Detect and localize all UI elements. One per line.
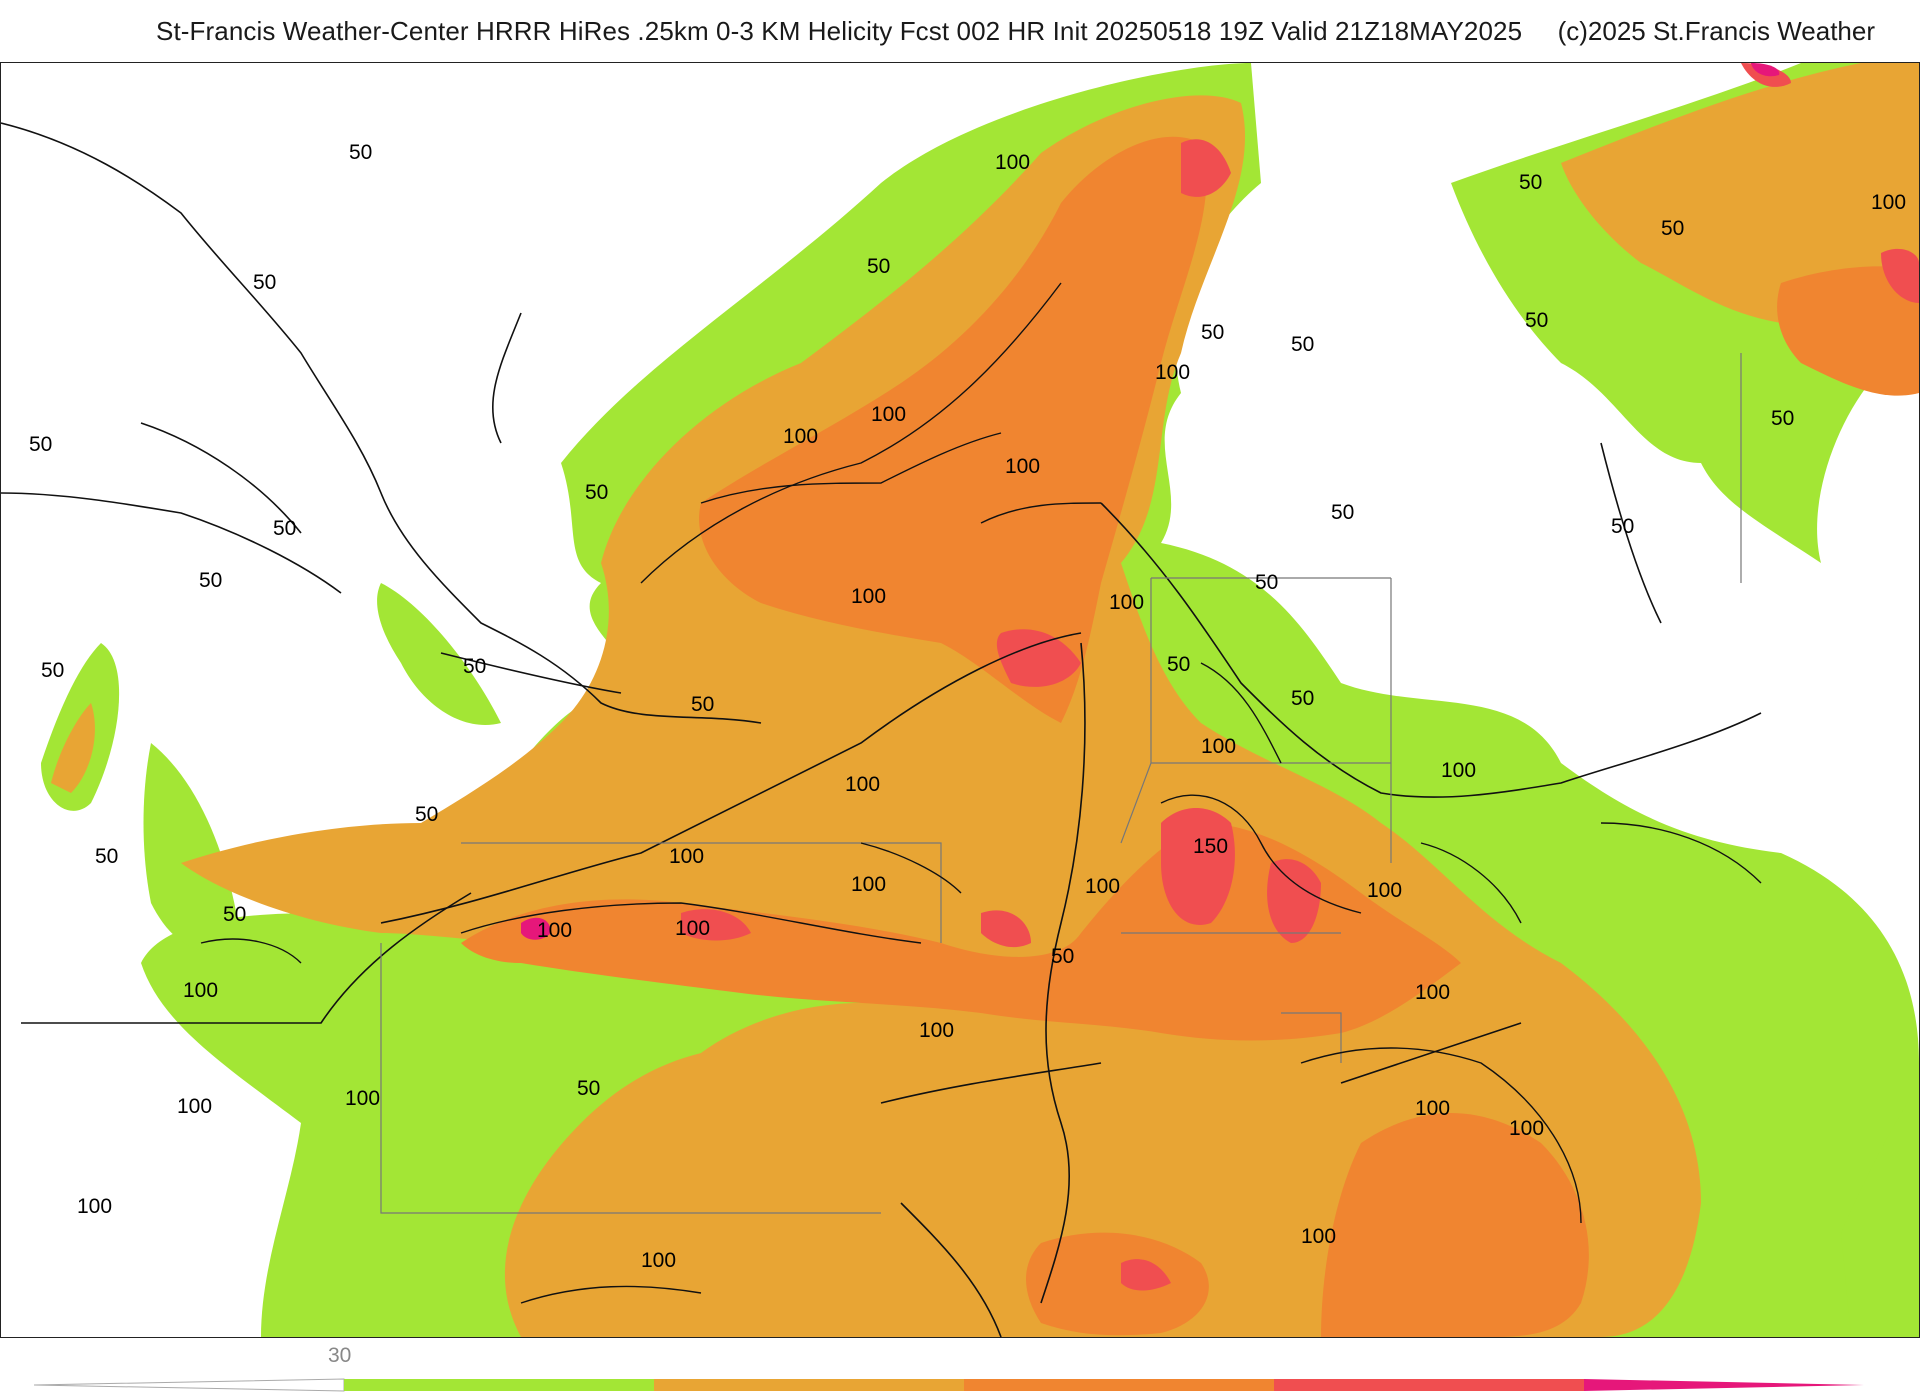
contour-label: 50	[273, 517, 296, 540]
contour-label: 50	[41, 659, 64, 682]
contour-label: 100	[537, 919, 572, 942]
contour-label: 50	[1051, 945, 1074, 968]
contour-label: 100	[1201, 735, 1236, 758]
helicity-map[interactable]: 50 50 50 100 50 100 50 100 100 50 50 100…	[0, 62, 1920, 1338]
contour-label: 50	[1291, 687, 1314, 710]
contour-label: 100	[1085, 875, 1120, 898]
contour-label: 100	[851, 873, 886, 896]
contour-label: 100	[845, 773, 880, 796]
colorbar-tick-label: 30	[328, 1344, 352, 1367]
contour-label: 50	[1771, 407, 1794, 430]
contour-label: 100	[675, 917, 710, 940]
contour-label: 50	[463, 655, 486, 678]
colorbar-level-1	[344, 1379, 654, 1391]
helicity-level-5-fill	[521, 63, 1780, 940]
map-canvas: 50 50 50 100 50 100 50 100 100 50 50 100…	[1, 63, 1919, 1337]
contour-label: 50	[1331, 501, 1354, 524]
contour-label: 100	[345, 1087, 380, 1110]
coastlines-and-borders	[1, 122, 1762, 1337]
contour-label: 50	[253, 271, 276, 294]
contour-label: 100	[1415, 1097, 1450, 1120]
helicity-level-4-fill	[681, 63, 1919, 1291]
contour-label: 50	[95, 845, 118, 868]
contour-label: 50	[415, 803, 438, 826]
contour-label: 100	[641, 1249, 676, 1272]
contour-label: 100	[1301, 1225, 1336, 1248]
contour-label: 100	[1109, 591, 1144, 614]
colorbar-low-taper	[34, 1378, 345, 1392]
contour-label: 100	[77, 1195, 112, 1218]
contour-label: 100	[1415, 981, 1450, 1004]
map-title: St-Francis Weather-Center HRRR HiRes .25…	[156, 16, 1523, 46]
colorbar	[34, 1378, 1864, 1392]
contour-label: 100	[1155, 361, 1190, 384]
contour-label: 50	[349, 141, 372, 164]
contour-label: 50	[1255, 571, 1278, 594]
contour-label: 100	[1005, 455, 1040, 478]
colorbar-level-4	[1274, 1379, 1584, 1391]
colorbar-level-2	[654, 1379, 964, 1391]
colorbar-high-taper	[1584, 1379, 1864, 1391]
contour-label: 50	[1661, 217, 1684, 240]
contour-labels: 50 50 50 100 50 100 50 100 100 50 50 100…	[29, 141, 1906, 1272]
contour-label: 100	[783, 425, 818, 448]
contour-label: 100	[919, 1019, 954, 1042]
contour-label: 50	[867, 255, 890, 278]
contour-label: 50	[1611, 515, 1634, 538]
contour-label: 50	[29, 433, 52, 456]
contour-label: 50	[1525, 309, 1548, 332]
contour-label: 50	[1201, 321, 1224, 344]
contour-label: 50	[199, 569, 222, 592]
contour-label: 50	[585, 481, 608, 504]
contour-label: 50	[691, 693, 714, 716]
contour-label: 100	[1509, 1117, 1544, 1140]
contour-label: 100	[1367, 879, 1402, 902]
contour-label: 50	[1519, 171, 1542, 194]
helicity-contours	[200, 282, 1762, 1304]
contour-label: 100	[851, 585, 886, 608]
contour-label: 50	[1167, 653, 1190, 676]
contour-label: 100	[1871, 191, 1906, 214]
contour-label: 50	[223, 903, 246, 926]
state-borders	[380, 353, 1742, 1214]
contour-label: 50	[1291, 333, 1314, 356]
contour-label: 100	[871, 403, 906, 426]
contour-label: 100	[177, 1095, 212, 1118]
contour-label: 50	[577, 1077, 600, 1100]
contour-label: 100	[183, 979, 218, 1002]
contour-label: 100	[995, 151, 1030, 174]
header: St-Francis Weather-Center HRRR HiRes .25…	[0, 0, 1920, 62]
contour-label: 100	[1441, 759, 1476, 782]
colorbar-level-3	[964, 1379, 1274, 1391]
contour-label: 150	[1193, 835, 1228, 858]
contour-label: 100	[669, 845, 704, 868]
copyright-credit: (c)2025 St.Francis Weather	[1557, 16, 1875, 46]
